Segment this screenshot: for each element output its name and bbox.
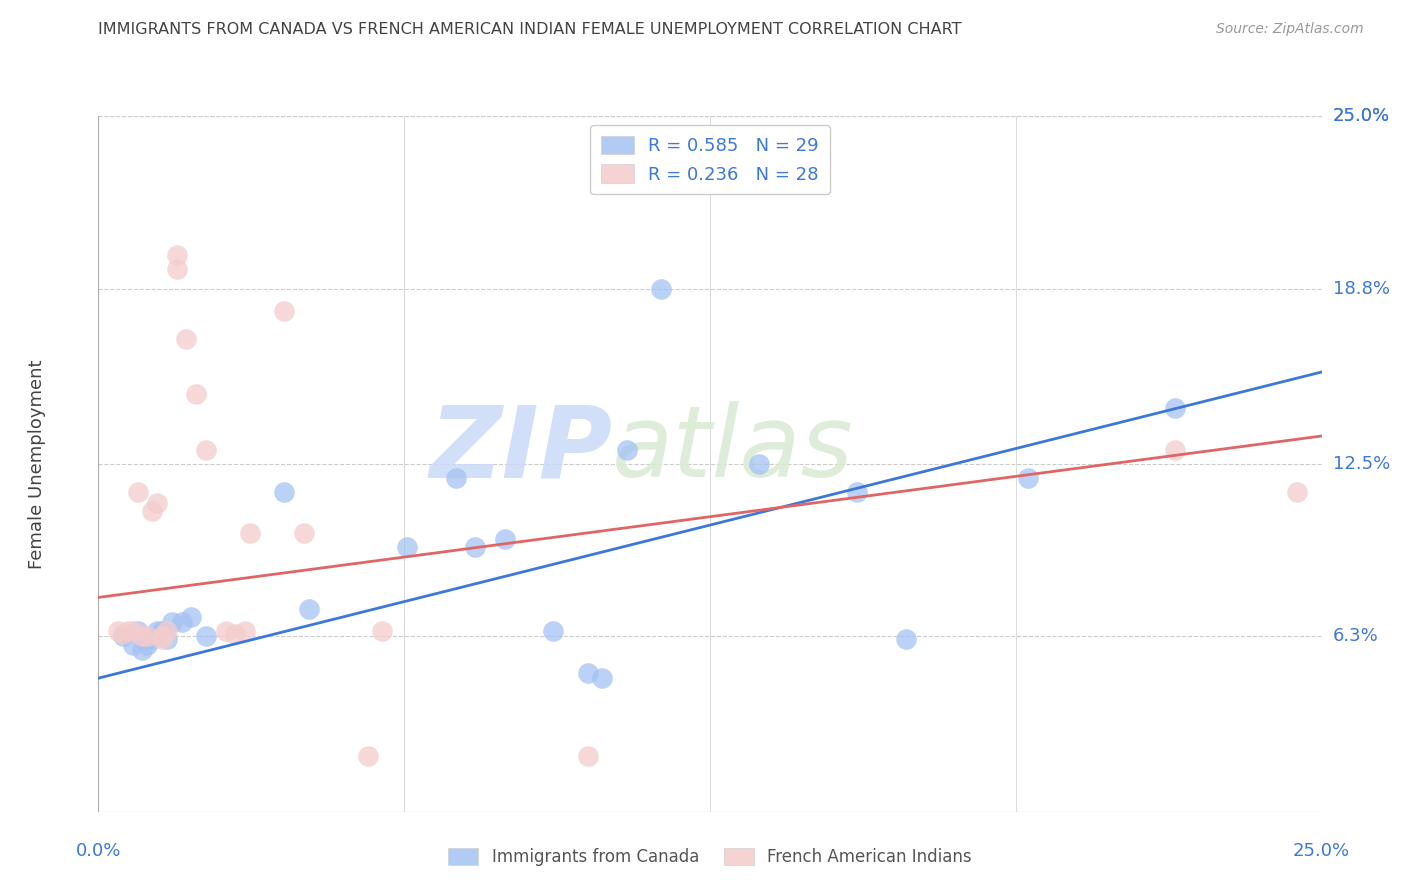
Point [298,601,321,615]
Point [141,504,163,518]
Point [224,626,246,640]
Text: ZIP: ZIP [429,401,612,499]
Point [141,632,163,647]
Point [131,643,153,657]
Point [845,484,868,499]
Point [150,629,173,643]
Point [239,526,262,541]
Text: atlas: atlas [612,401,853,499]
Point [650,281,672,295]
Point [156,624,179,638]
Point [195,442,218,457]
Text: 25.0%: 25.0% [1294,842,1350,860]
Text: 0.0%: 0.0% [76,842,121,860]
Text: 18.8%: 18.8% [1333,279,1389,298]
Point [121,638,143,652]
Point [494,532,516,546]
Point [150,632,173,647]
Point [170,615,193,630]
Point [543,624,565,638]
Text: 25.0%: 25.0% [1333,107,1391,125]
Point [591,671,613,685]
Point [356,749,378,764]
Point [111,629,134,643]
Point [127,624,149,638]
Point [146,496,169,510]
Point [160,615,183,630]
Point [111,626,134,640]
Point [180,610,202,624]
Point [273,484,295,499]
Point [214,624,236,638]
Point [195,629,218,643]
Point [273,303,295,318]
Point [150,624,173,638]
Point [136,629,159,643]
Text: Source: ZipAtlas.com: Source: ZipAtlas.com [1216,22,1364,37]
Point [748,457,770,471]
Point [371,624,394,638]
Point [1017,471,1039,485]
Point [166,248,188,262]
Point [131,629,153,643]
Point [616,442,638,457]
Text: 25.0%: 25.0% [1333,107,1391,125]
Point [156,632,179,647]
Point [107,624,129,638]
Point [444,471,467,485]
Text: 6.3%: 6.3% [1333,627,1378,646]
Legend: Immigrants from Canada, French American Indians: Immigrants from Canada, French American … [441,841,979,873]
Text: IMMIGRANTS FROM CANADA VS FRENCH AMERICAN INDIAN FEMALE UNEMPLOYMENT CORRELATION: IMMIGRANTS FROM CANADA VS FRENCH AMERICA… [98,22,962,37]
Point [576,665,599,680]
Point [233,624,256,638]
Point [1164,442,1187,457]
Point [146,624,169,638]
Point [395,541,418,555]
Text: 12.5%: 12.5% [1333,455,1391,473]
Point [136,638,159,652]
Point [1164,401,1187,416]
Point [894,632,917,647]
Point [166,262,188,277]
Point [127,484,149,499]
Point [176,332,198,346]
Point [292,526,315,541]
Point [1286,484,1309,499]
Point [121,624,143,638]
Point [186,387,208,401]
Text: Female Unemployment: Female Unemployment [28,359,46,568]
Point [576,749,599,764]
Point [117,624,139,638]
Point [464,541,486,555]
